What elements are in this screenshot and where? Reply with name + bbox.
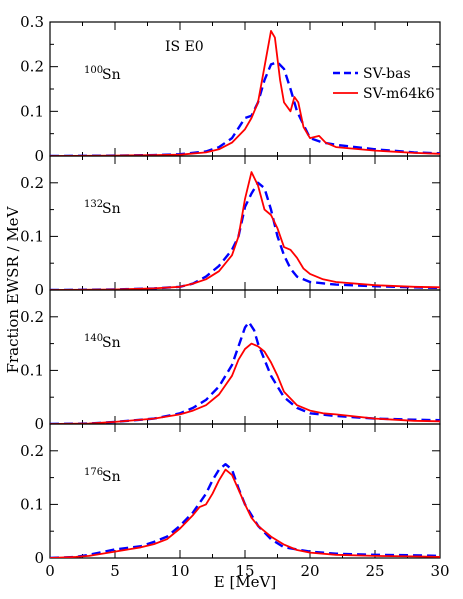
panel-label-element: Sn bbox=[102, 67, 121, 83]
y-tick-label: 0.2 bbox=[20, 308, 44, 326]
panel-label-mass: 176 bbox=[84, 467, 103, 478]
legend-label-sv-m64k6: SV-m64k6 bbox=[363, 86, 435, 102]
y-tick-label: 0 bbox=[34, 281, 44, 299]
panel-label-mass: 100 bbox=[84, 65, 103, 76]
y-tick-label: 0.2 bbox=[20, 174, 44, 192]
y-tick-label: 0 bbox=[34, 147, 44, 165]
y-tick-label: 0.2 bbox=[20, 442, 44, 460]
series-line-sv-bas bbox=[50, 181, 440, 290]
panel-series-group bbox=[50, 321, 440, 424]
series-line-sv-m64k6 bbox=[50, 29, 440, 156]
x-tick-label: 10 bbox=[170, 562, 189, 580]
x-tick-label: 30 bbox=[430, 562, 449, 580]
panel-annotation: IS E0 bbox=[165, 39, 204, 55]
y-tick-label: 0 bbox=[34, 415, 44, 433]
series-line-sv-bas bbox=[50, 463, 440, 558]
series-line-sv-m64k6 bbox=[50, 342, 440, 424]
series-line-sv-m64k6 bbox=[50, 171, 440, 290]
y-axis-title: Fraction EWSR / MeV bbox=[4, 205, 22, 373]
y-tick-label: 0.1 bbox=[20, 495, 44, 513]
series-line-sv-bas bbox=[50, 321, 440, 424]
panel-label-element: Sn bbox=[102, 469, 121, 485]
panel-label-mass: 132 bbox=[84, 199, 103, 210]
y-tick-label: 0.2 bbox=[20, 58, 44, 76]
x-tick-label: 15 bbox=[235, 562, 254, 580]
panel-series-group bbox=[50, 29, 440, 156]
y-tick-label: 0.1 bbox=[20, 361, 44, 379]
x-tick-label: 0 bbox=[45, 562, 55, 580]
x-tick-label: 20 bbox=[300, 562, 319, 580]
panel-label-mass: 140 bbox=[84, 333, 103, 344]
panel-series-group bbox=[50, 171, 440, 290]
y-tick-label: 0.3 bbox=[20, 13, 44, 31]
x-axis-title: E [MeV] bbox=[214, 573, 277, 591]
legend-label-sv-bas: SV-bas bbox=[363, 66, 411, 82]
panel-label-element: Sn bbox=[102, 201, 121, 217]
panel-label-element: Sn bbox=[102, 335, 121, 351]
panels-group: 00.10.20.3100Sn00.10.2132Sn00.10.2140Sn0… bbox=[20, 13, 449, 580]
y-tick-label: 0.1 bbox=[20, 102, 44, 120]
x-tick-label: 5 bbox=[110, 562, 120, 580]
panel-series-group bbox=[50, 463, 440, 558]
y-tick-label: 0.1 bbox=[20, 227, 44, 245]
legend: SV-bas SV-m64k6 bbox=[333, 66, 435, 102]
x-tick-label: 25 bbox=[365, 562, 384, 580]
y-tick-label: 0 bbox=[34, 549, 44, 567]
series-line-sv-m64k6 bbox=[50, 468, 440, 558]
